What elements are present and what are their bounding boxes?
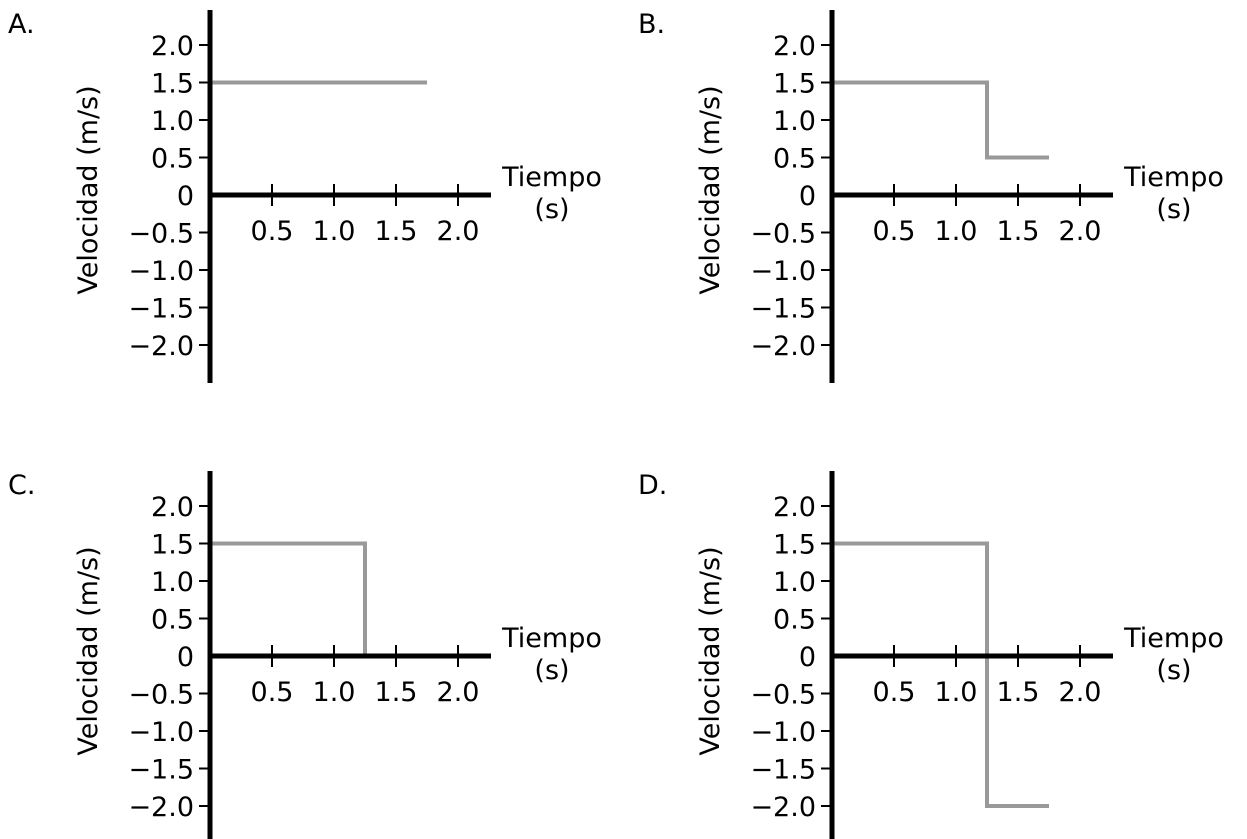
- y-axis-title: Velocidad (m/s): [73, 85, 104, 294]
- y-tick-label: −1.0: [128, 717, 194, 748]
- chart-a: A. 2.0 1.5 1.0 0.5 0 −0.5 −1.0 −1.5 −2.0 0.5 1.0 1.5…: [8, 9, 602, 383]
- y-tick-label: −0.5: [750, 219, 816, 250]
- x-tick-label: 0.5: [251, 216, 294, 247]
- x-tick-label: 0.5: [873, 677, 916, 708]
- y-tick-label: 1.5: [773, 69, 816, 100]
- y-tick-label: 0.5: [773, 144, 816, 175]
- x-tick-label: 2.0: [1059, 677, 1102, 708]
- y-tick-label: 1.0: [773, 567, 816, 598]
- x-tick-label: 1.0: [313, 216, 356, 247]
- y-tick-label: 2.0: [151, 31, 194, 62]
- y-tick-label: −2.0: [128, 792, 194, 823]
- x-tick-label: 1.5: [375, 677, 418, 708]
- y-tick-label: −1.5: [750, 294, 816, 325]
- y-tick-label: −2.0: [750, 792, 816, 823]
- y-tick-label: 0.5: [151, 144, 194, 175]
- y-tick-label: −1.0: [750, 717, 816, 748]
- x-tick-label: 1.0: [935, 677, 978, 708]
- y-tick-label: −1.5: [750, 755, 816, 786]
- x-tick-label: 1.0: [313, 677, 356, 708]
- x-tick-label: 2.0: [437, 216, 480, 247]
- y-tick-label: 0.5: [151, 605, 194, 636]
- y-tick-label: 2.0: [773, 31, 816, 62]
- y-tick-label: −0.5: [750, 680, 816, 711]
- x-tick-label: 1.5: [375, 216, 418, 247]
- panel-label: C.: [8, 470, 35, 501]
- chart-b: B. 2.0 1.5 1.0 0.5 0 −0.5 −1.0 −1.5 −2.0 0.5 1.0 1.5…: [638, 9, 1224, 383]
- panel-label: B.: [638, 9, 665, 40]
- y-tick-label: −2.0: [128, 331, 194, 362]
- x-axis-title: Tiempo (s): [501, 162, 602, 225]
- y-tick-label: 0.5: [773, 605, 816, 636]
- x-tick-label: 1.0: [935, 216, 978, 247]
- y-tick-label: −0.5: [128, 219, 194, 250]
- y-tick-label: 1.0: [773, 106, 816, 137]
- y-tick-label: 0: [799, 181, 816, 212]
- y-tick-label: 0: [799, 642, 816, 673]
- y-tick-label: 2.0: [773, 492, 816, 523]
- y-tick-label: −0.5: [128, 680, 194, 711]
- y-tick-label: 1.5: [151, 530, 194, 561]
- y-axis-title: Velocidad (m/s): [695, 546, 726, 755]
- y-axis-title: Velocidad (m/s): [695, 85, 726, 294]
- x-tick-label: 1.5: [997, 216, 1040, 247]
- y-tick-label: −1.5: [128, 755, 194, 786]
- y-tick-label: 1.0: [151, 106, 194, 137]
- x-axis-title: Tiempo (s): [1123, 162, 1224, 225]
- y-tick-label: −2.0: [750, 331, 816, 362]
- chart-d: D. 2.0 1.5 1.0 0.5 0 −0.5 −1.0 −1.5 −2.0 0.5 1.0 1.5…: [638, 470, 1224, 839]
- x-tick-label: 2.0: [1059, 216, 1102, 247]
- x-tick-label: 1.5: [997, 677, 1040, 708]
- x-tick-label: 2.0: [437, 677, 480, 708]
- velocity-series-line: [832, 541, 1049, 808]
- y-tick-label: −1.5: [128, 294, 194, 325]
- y-tick-label: −1.0: [128, 256, 194, 287]
- velocity-series-line: [210, 541, 427, 658]
- x-axis-title: Tiempo (s): [501, 623, 602, 686]
- y-tick-label: 0: [177, 181, 194, 212]
- y-tick-label: 1.5: [773, 530, 816, 561]
- x-tick-label: 0.5: [251, 677, 294, 708]
- y-tick-label: 1.0: [151, 567, 194, 598]
- x-tick-label: 0.5: [873, 216, 916, 247]
- y-tick-label: −1.0: [750, 256, 816, 287]
- panel-label: A.: [8, 9, 35, 40]
- y-axis-title: Velocidad (m/s): [73, 546, 104, 755]
- y-tick-label: 0: [177, 642, 194, 673]
- velocity-series-line: [832, 80, 1049, 160]
- y-tick-label: 2.0: [151, 492, 194, 523]
- y-tick-label: 1.5: [151, 69, 194, 100]
- chart-c: C. 2.0 1.5 1.0 0.5 0 −0.5 −1.0 −1.5 −2.0 0.5 1.0 1.5…: [8, 470, 602, 839]
- panel-label: D.: [638, 470, 667, 501]
- x-axis-title: Tiempo (s): [1123, 623, 1224, 686]
